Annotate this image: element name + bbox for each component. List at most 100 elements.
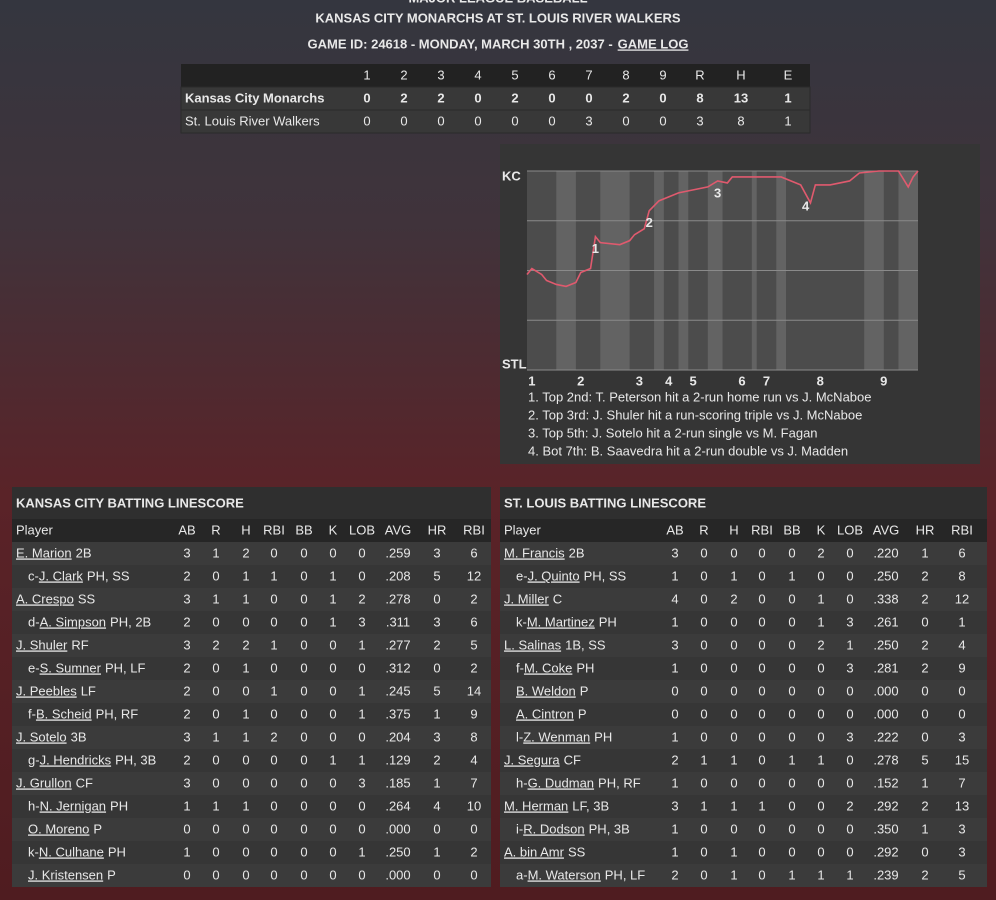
game-log-link[interactable]: GAME LOG	[618, 36, 689, 51]
stat-cell: .000	[385, 867, 410, 882]
linescore-cell: 0	[659, 113, 666, 128]
play-marker: 3	[714, 185, 721, 200]
stat-cell: 3	[958, 844, 965, 859]
player-name[interactable]: N. Jernigan	[40, 798, 106, 813]
player-name[interactable]: J. Peebles	[16, 683, 77, 698]
stat-cell: 0	[242, 775, 249, 790]
stat-cell: 0	[730, 637, 737, 652]
stat-cell: 0	[300, 545, 307, 560]
player-name[interactable]: L. Salinas	[504, 637, 562, 652]
row-bg	[500, 818, 987, 841]
player-name[interactable]: B. Weldon	[516, 683, 576, 698]
player-name[interactable]: A. Crespo	[16, 591, 74, 606]
stat-cell: 1	[270, 683, 277, 698]
inning-label: 9	[880, 373, 887, 388]
stat-cell: 2	[921, 568, 928, 583]
player-name[interactable]: M. Herman	[504, 798, 568, 813]
column-header: LOB	[837, 522, 863, 537]
player-name[interactable]: A. Simpson	[40, 614, 106, 629]
stat-cell: 0	[788, 729, 795, 744]
linescore-cell: 2	[622, 90, 629, 105]
stat-cell: 0	[758, 775, 765, 790]
player-name[interactable]: J. Hendricks	[40, 752, 112, 767]
column-header: AVG	[873, 522, 900, 537]
top-team-label: KC	[502, 168, 521, 183]
player-name[interactable]: J. Quinto	[528, 568, 580, 583]
player-name[interactable]: M. Waterson	[528, 867, 601, 882]
stat-cell: 0	[700, 591, 707, 606]
stat-cell: 0	[846, 545, 853, 560]
player-name[interactable]: M. Francis	[504, 545, 565, 560]
row-bg	[500, 565, 987, 588]
stat-cell: 1	[183, 844, 190, 859]
substitution-prefix: g-	[28, 752, 40, 767]
linescore-column: H	[736, 67, 745, 82]
row-bg	[12, 657, 491, 680]
player-name[interactable]: J. Sotelo	[16, 729, 67, 744]
stat-cell: 0	[921, 844, 928, 859]
row-bg	[500, 772, 987, 795]
player-name[interactable]: B. Scheid	[36, 706, 92, 721]
stat-cell: 3	[671, 637, 678, 652]
substitution-prefix: l-	[516, 729, 523, 744]
stat-cell: 0	[817, 706, 824, 721]
player-name[interactable]: M. Martinez	[527, 614, 595, 629]
stat-cell: 0	[758, 591, 765, 606]
linescore-cell: 0	[437, 113, 444, 128]
stat-cell: 1	[242, 798, 249, 813]
stat-cell: 0	[300, 591, 307, 606]
play-marker: 1	[592, 241, 599, 256]
linescore-cell: 8	[737, 113, 744, 128]
player-name[interactable]: O. Moreno	[28, 821, 89, 836]
stat-cell: 0	[358, 798, 365, 813]
player-name[interactable]: J. Segura	[504, 752, 560, 767]
stat-cell: 2	[183, 706, 190, 721]
player-name[interactable]: J. Grullon	[16, 775, 72, 790]
stat-cell: 1	[329, 591, 336, 606]
stat-cell: 0	[329, 798, 336, 813]
stat-cell: 1	[817, 752, 824, 767]
player-position: PH	[110, 798, 128, 813]
column-header: K	[817, 522, 826, 537]
stat-cell: 12	[955, 591, 969, 606]
stat-cell: 0	[270, 545, 277, 560]
linescore-cell: 2	[437, 90, 444, 105]
column-header: Player	[16, 522, 54, 537]
stat-cell: 0	[846, 706, 853, 721]
stat-cell: 0	[470, 821, 477, 836]
stat-cell: 13	[955, 798, 969, 813]
player-name[interactable]: M. Coke	[524, 660, 572, 675]
stat-cell: .185	[385, 775, 410, 790]
player-name[interactable]: S. Sumner	[40, 660, 102, 675]
stat-cell: 4	[470, 752, 477, 767]
substitution-prefix: c-	[28, 568, 39, 583]
bottom-team-label: STL	[502, 356, 527, 371]
stat-cell: 9	[958, 660, 965, 675]
player-position: 3B	[71, 729, 87, 744]
column-header: HR	[916, 522, 935, 537]
player-name[interactable]: A. Cintron	[516, 706, 574, 721]
player-name[interactable]: G. Dudman	[528, 775, 594, 790]
stat-cell: 2	[921, 867, 928, 882]
stat-cell: 2	[183, 568, 190, 583]
stat-cell: 1	[183, 798, 190, 813]
stat-cell: 0	[788, 706, 795, 721]
player-name[interactable]: J. Shuler	[16, 637, 68, 652]
stat-cell: 0	[300, 821, 307, 836]
stat-cell: 1	[242, 568, 249, 583]
stat-cell: 1	[270, 568, 277, 583]
stat-cell: 0	[846, 821, 853, 836]
player-name[interactable]: J. Miller	[504, 591, 549, 606]
player-name[interactable]: J. Clark	[39, 568, 84, 583]
stat-cell: 0	[846, 683, 853, 698]
player-name[interactable]: A. bin Amr	[504, 844, 565, 859]
player-name[interactable]: N. Culhane	[39, 844, 104, 859]
column-header: AVG	[385, 522, 412, 537]
player-name[interactable]: R. Dodson	[523, 821, 584, 836]
player-name[interactable]: Z. Wenman	[523, 729, 590, 744]
player-name[interactable]: J. Kristensen	[28, 867, 103, 882]
stat-cell: 0	[212, 752, 219, 767]
linescore-column: 3	[437, 67, 444, 82]
player-name[interactable]: E. Marion	[16, 545, 72, 560]
